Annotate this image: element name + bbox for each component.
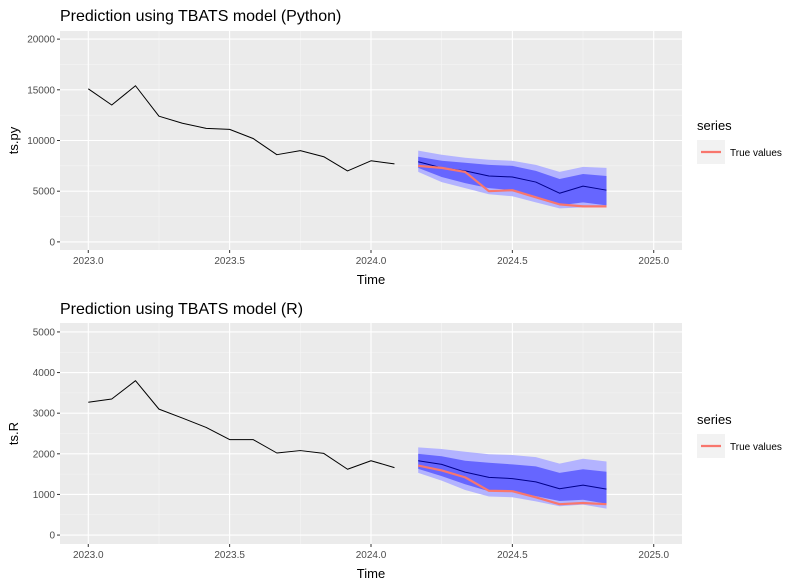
x-tick-label: 2025.0 (638, 550, 669, 561)
y-tick-label: 15000 (27, 85, 55, 96)
true-values-line (418, 164, 607, 208)
x-tick-label: 2023.5 (214, 550, 245, 561)
forecast-mean-line (418, 460, 607, 490)
chart-title: Prediction using TBATS model (Python) (60, 8, 341, 25)
true-values-line (417, 464, 607, 506)
history-line (87, 85, 395, 172)
legend-title: series (697, 118, 732, 133)
x-axis-label: Time (357, 566, 385, 581)
y-tick-label: 0 (49, 531, 55, 542)
y-tick-label: 4000 (33, 368, 56, 379)
x-tick-label: 2024.0 (356, 550, 387, 561)
chart-r: 2023.0 2023.5 2024.0 2024.5 2025.0 0 1000 2000 3… (6, 301, 782, 581)
y-tick-label: 5000 (33, 187, 56, 198)
y-axis-label: ts.R (6, 422, 21, 445)
x-axis-label: Time (357, 272, 385, 287)
legend-title: series (697, 412, 732, 427)
y-tick-label: 0 (49, 237, 55, 248)
x-tick-label: 2023.0 (73, 256, 104, 267)
x-tick-label: 2023.5 (214, 256, 245, 267)
x-tick-label: 2024.0 (356, 256, 387, 267)
y-tick-label: 2000 (33, 449, 56, 460)
y-axis-label: ts.py (6, 126, 21, 154)
y-tick-label: 3000 (33, 409, 56, 420)
y-tick-label: 1000 (33, 490, 56, 501)
history-line (88, 380, 395, 470)
y-tick-label: 20000 (27, 35, 55, 46)
legend-label: True values (730, 148, 782, 159)
x-tick-label: 2024.5 (497, 550, 528, 561)
x-tick-label: 2023.0 (73, 550, 104, 561)
x-tick-label: 2024.5 (497, 256, 528, 267)
chart-python: 2023.0 2023.5 2024.0 2024.5 2025.0 0 5000 10000… (6, 8, 782, 287)
legend-label: True values (730, 442, 782, 453)
x-tick-label: 2025.0 (638, 256, 669, 267)
y-tick-label: 5000 (33, 327, 56, 338)
y-tick-label: 10000 (27, 136, 55, 147)
chart-title: Prediction using TBATS model (R) (60, 301, 303, 318)
